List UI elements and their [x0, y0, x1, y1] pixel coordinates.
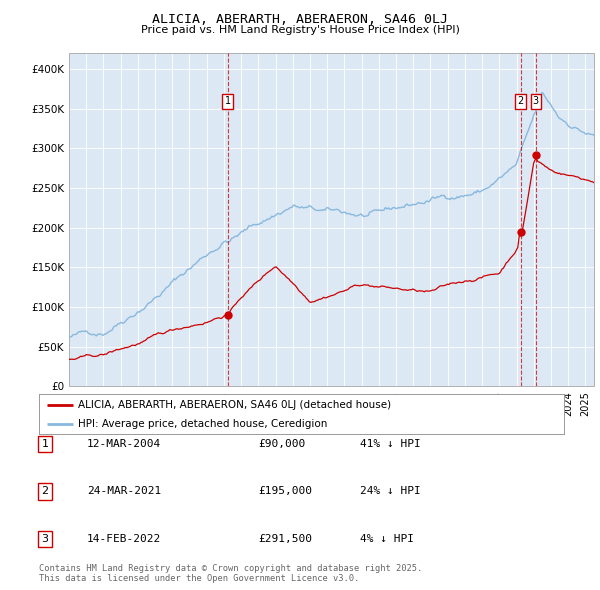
Text: £90,000: £90,000 — [258, 440, 305, 449]
Text: 3: 3 — [533, 96, 539, 106]
Text: £291,500: £291,500 — [258, 534, 312, 543]
Text: ALICIA, ABERARTH, ABERAERON, SA46 0LJ (detached house): ALICIA, ABERARTH, ABERAERON, SA46 0LJ (d… — [79, 400, 392, 410]
Text: Price paid vs. HM Land Registry's House Price Index (HPI): Price paid vs. HM Land Registry's House … — [140, 25, 460, 35]
Text: 24% ↓ HPI: 24% ↓ HPI — [360, 487, 421, 496]
Text: £195,000: £195,000 — [258, 487, 312, 496]
Text: 41% ↓ HPI: 41% ↓ HPI — [360, 440, 421, 449]
Text: 1: 1 — [224, 96, 230, 106]
Text: 3: 3 — [41, 534, 49, 543]
Text: HPI: Average price, detached house, Ceredigion: HPI: Average price, detached house, Cere… — [79, 419, 328, 428]
Text: 2: 2 — [41, 487, 49, 496]
Text: 4% ↓ HPI: 4% ↓ HPI — [360, 534, 414, 543]
Text: 24-MAR-2021: 24-MAR-2021 — [87, 487, 161, 496]
Text: ALICIA, ABERARTH, ABERAERON, SA46 0LJ: ALICIA, ABERARTH, ABERAERON, SA46 0LJ — [152, 13, 448, 26]
Text: Contains HM Land Registry data © Crown copyright and database right 2025.
This d: Contains HM Land Registry data © Crown c… — [39, 563, 422, 583]
Text: 14-FEB-2022: 14-FEB-2022 — [87, 534, 161, 543]
Text: 1: 1 — [41, 440, 49, 449]
Text: 2: 2 — [517, 96, 524, 106]
Text: 12-MAR-2004: 12-MAR-2004 — [87, 440, 161, 449]
